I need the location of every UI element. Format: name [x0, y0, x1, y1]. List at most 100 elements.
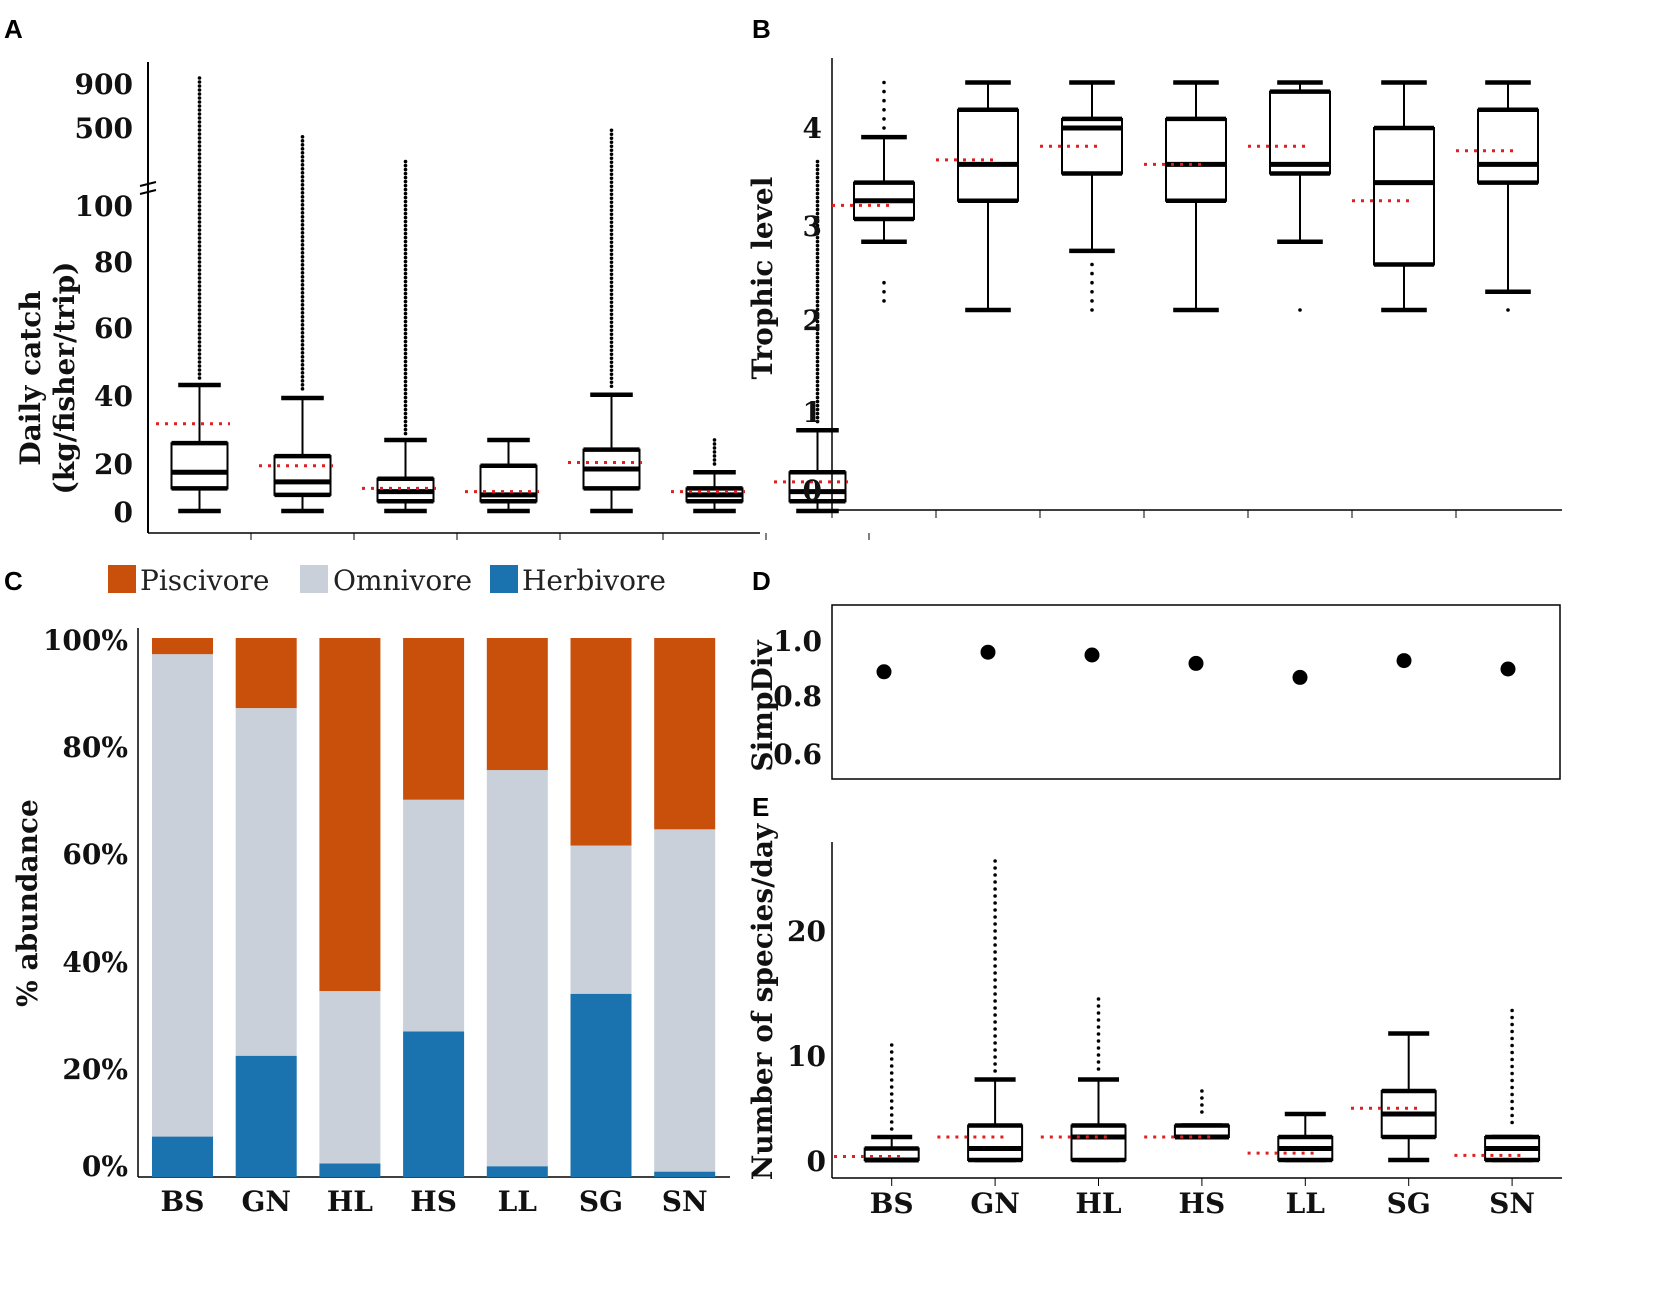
panel-a-outlier-HL — [403, 391, 408, 396]
panel-a-outlier-SG — [712, 450, 717, 454]
panel-a-outlier-HL — [403, 335, 408, 340]
panel-d-point-LL — [1292, 669, 1308, 685]
panel-e-label: E — [752, 792, 769, 822]
bar-HL-piscivore — [319, 638, 381, 992]
panel-a-outlier-HL — [403, 399, 408, 404]
panel-a-outlier-LL — [609, 152, 614, 157]
panel-a-outlier-SN — [815, 311, 820, 316]
panel-a-outlier-BS — [197, 240, 202, 244]
panel-e-outlier-GN — [993, 964, 997, 968]
panel-a-outlier-LL — [609, 272, 614, 277]
panel-a-outlier-LL — [609, 268, 614, 273]
panel-a-outlier-HL — [403, 407, 408, 412]
panel-a-outlier-BS — [197, 160, 202, 164]
panel-a-outlier-GN — [300, 239, 305, 243]
panel-a-outlier-SN — [815, 275, 820, 280]
panel-e-GN-box — [967, 1124, 1024, 1161]
panel-a-outlier-LL — [609, 356, 614, 361]
panel-a-outlier-HL — [403, 299, 408, 304]
panel-a-outlier-BS — [197, 116, 202, 120]
panel-a-outlier-HL — [403, 295, 408, 300]
panel-a-outlier-BS — [197, 228, 202, 232]
panel-a-outlier-BS — [197, 156, 202, 160]
panel-a-outlier-GN — [300, 343, 305, 347]
panel-a-outlier-SN — [815, 323, 820, 328]
panel-a-outlier-BS — [197, 212, 202, 216]
panel-a-outlier-LL — [609, 280, 614, 285]
panel-a-outlier-HL — [403, 311, 408, 316]
panel-b-outlier-HL — [1090, 271, 1094, 276]
panel-e-outlier-BS — [889, 1071, 894, 1075]
panel-a-outlier-LL — [609, 348, 614, 353]
panel-a-outlier-GN — [300, 227, 305, 231]
panel-a-outlier-LL — [609, 288, 614, 293]
panel-a-outlier-LL — [609, 332, 614, 337]
panel-a-outlier-SN — [815, 387, 820, 392]
panel-a-outlier-SN — [815, 227, 820, 232]
legend-herbivore-swatch — [490, 565, 518, 593]
panel-d-point-HL — [1084, 647, 1100, 663]
panel-d-point-BS — [876, 664, 892, 680]
panel-a-outlier-SN — [815, 351, 820, 356]
panel-e-outlier-GN — [993, 978, 997, 982]
panel-e-outlier-BS — [889, 1092, 894, 1096]
panel-b-SN-box — [1477, 108, 1539, 184]
panel-a-outlier-BS — [197, 140, 202, 144]
panel-e-outlier-GN — [993, 985, 997, 989]
panel-d-points — [876, 644, 1516, 685]
panel-a-outlier-BS — [197, 264, 202, 268]
panel-a-outlier-HL — [403, 267, 408, 272]
panel-a-outlier-HL — [403, 231, 408, 236]
panel-a-outlier-SN — [815, 391, 820, 396]
panel-e-outlier-GN — [993, 999, 997, 1003]
panel-a-outlier-SN — [815, 407, 820, 412]
panel-a-outlier-LL — [609, 184, 614, 189]
panel-a-outlier-BS — [197, 144, 202, 148]
panel-e-outlier-SN — [1510, 1092, 1514, 1097]
panel-b-LL-box — [1269, 90, 1331, 175]
panel-e-outlier-GN — [993, 957, 997, 961]
panel-d-label: D — [752, 566, 771, 596]
panel-a-outlier-LL — [609, 292, 614, 297]
panel-a-label: A — [4, 14, 23, 44]
panel-b-y-title: Trophic level — [746, 177, 779, 380]
panel-b-outlier-BS — [882, 290, 886, 294]
panel-a-outlier-LL — [609, 128, 614, 133]
panel-a-outlier-BS — [197, 220, 202, 224]
panel-a-outlier-SN — [815, 375, 820, 380]
panel-a-outlier-GN — [300, 331, 305, 335]
panel-a-outlier-BS — [197, 176, 202, 180]
panel-a-outlier-GN — [300, 311, 305, 315]
panel-a-outlier-SN — [815, 259, 820, 264]
panel-a-outlier-SN — [815, 223, 820, 228]
panel-a-outlier-GN — [300, 355, 305, 359]
panel-a-outlier-GN — [300, 259, 305, 263]
panel-a-outlier-LL — [609, 172, 614, 177]
panel-a-outlier-BS — [197, 120, 202, 124]
panel-e-outlier-GN — [993, 992, 997, 996]
panel-a-outlier-BS — [197, 200, 202, 204]
panel-e-tick-0: 0 — [807, 1145, 826, 1178]
bar-HS-herbivore — [403, 1031, 465, 1177]
panel-a-GN-box — [273, 455, 332, 496]
panel-e-outlier-GN — [993, 887, 997, 891]
panel-a-outlier-BS — [197, 184, 202, 188]
panel-e-outlier-GN — [993, 1027, 997, 1031]
bar-BS-herbivore — [152, 1136, 213, 1177]
panel-e-outlier-HL — [1096, 1060, 1101, 1064]
panel-c-x-label-SG: SG — [579, 1185, 623, 1218]
panel-a-outlier-BS — [197, 192, 202, 196]
panel-a-outlier-HL — [403, 431, 408, 436]
panel-a-outlier-BS — [197, 108, 202, 112]
bar-SG-omnivore — [570, 845, 632, 994]
panel-a-outlier-BS — [197, 148, 202, 152]
panel-a-outlier-HL — [403, 347, 408, 352]
panel-a-outlier-LL — [609, 188, 614, 193]
panel-a-outlier-GN — [300, 263, 305, 267]
panel-a-outlier-SN — [815, 195, 820, 200]
panel-e-outlier-HL — [1096, 1004, 1101, 1008]
panel-a-outlier-LL — [609, 252, 614, 257]
panel-a-outlier-GN — [300, 371, 305, 375]
panel-a-tick-40: 40 — [94, 380, 133, 413]
panel-a-outlier-BS — [197, 104, 202, 108]
